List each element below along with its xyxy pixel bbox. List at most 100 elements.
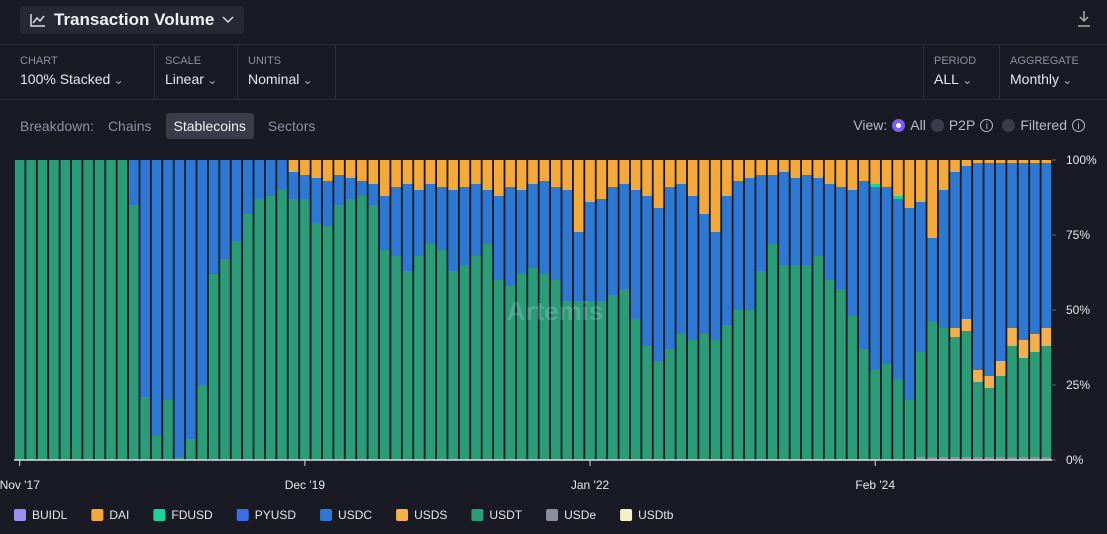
bar-segment — [859, 160, 869, 181]
bar-segment — [630, 190, 641, 319]
bar-segment — [505, 187, 515, 286]
download-icon[interactable] — [1077, 10, 1091, 28]
bar-segment — [904, 208, 915, 400]
bar-segment — [916, 352, 926, 457]
bar-segment — [220, 259, 230, 460]
control[interactable]: PERIOD ALL — [923, 45, 1000, 99]
x-tick-label: Jan '22 — [571, 478, 610, 492]
bar-segment — [950, 328, 960, 337]
info-icon[interactable]: i — [980, 118, 994, 132]
bar-segment — [585, 301, 595, 460]
bar-segment — [471, 160, 481, 184]
bar-segment — [984, 163, 995, 376]
bar-segment — [402, 160, 413, 184]
bar-segment — [83, 160, 93, 460]
control[interactable]: UNITS Nominal — [238, 45, 336, 99]
bar-segment — [608, 187, 618, 295]
bar-segment — [71, 160, 82, 460]
bar-segment — [379, 160, 390, 196]
bar-segment — [687, 196, 698, 340]
bar-segment — [619, 289, 630, 460]
y-tick-label: 25% — [1066, 378, 1090, 392]
bar-segment — [516, 274, 527, 460]
view-option[interactable]: Filtered — [1020, 117, 1067, 133]
bar-segment — [300, 199, 310, 460]
bar-segment — [710, 340, 721, 460]
bar-segment — [573, 160, 584, 232]
bar-segment — [916, 160, 926, 202]
control[interactable]: AGGREGATE Monthly — [1000, 45, 1107, 99]
view-option[interactable]: P2P — [948, 117, 976, 133]
bar-segment — [961, 166, 972, 319]
bar-segment — [436, 250, 447, 460]
bar-segment — [1007, 163, 1017, 328]
bar-segment — [402, 184, 413, 271]
bar-segment — [140, 397, 150, 460]
control[interactable]: CHART 100% Stacked — [10, 45, 155, 99]
bar-segment — [562, 160, 573, 190]
bar-segment — [1030, 163, 1040, 334]
bar-segment — [984, 457, 995, 460]
view-label: View: — [853, 117, 888, 133]
legend-swatch — [320, 509, 333, 521]
bar-segment — [368, 160, 379, 184]
bar-segment — [551, 187, 561, 280]
bar-segment — [847, 316, 858, 460]
breakdown-option[interactable]: Chains — [107, 118, 152, 134]
bar-segment — [345, 199, 356, 460]
radio[interactable] — [892, 118, 906, 132]
bar-segment — [1030, 160, 1040, 163]
bar-segment — [288, 160, 299, 172]
breakdown-option[interactable]: Stablecoins — [165, 113, 254, 139]
bar-segment — [493, 280, 504, 460]
bar-segment — [927, 160, 938, 238]
bar-segment — [254, 199, 265, 460]
bar-segment — [357, 196, 367, 460]
bar-segment — [847, 190, 858, 316]
bar-segment — [984, 388, 995, 457]
bar-segment — [322, 226, 333, 460]
bar-segment — [813, 256, 823, 460]
bar-segment — [197, 160, 207, 385]
bar-segment — [1041, 160, 1052, 163]
legend-label: PYUSD — [255, 508, 297, 522]
bar-segment — [1018, 340, 1029, 358]
bar-segment — [539, 160, 550, 181]
bar-segment — [448, 160, 458, 190]
bar-segment — [950, 337, 960, 457]
bar-segment — [916, 202, 926, 352]
bar-segment — [368, 184, 379, 205]
bar-segment — [950, 160, 960, 172]
bar-segment — [813, 178, 823, 256]
bar-segment — [665, 349, 675, 460]
bar-segment — [596, 199, 607, 301]
radio[interactable] — [1002, 118, 1016, 132]
radio[interactable] — [930, 118, 944, 132]
info-icon[interactable]: i — [1072, 118, 1085, 132]
bar-segment — [471, 184, 481, 256]
bar-segment — [744, 178, 755, 310]
control[interactable]: SCALE Linear — [155, 45, 238, 99]
view-option[interactable]: All — [910, 117, 926, 133]
legend-swatch — [546, 509, 559, 521]
bar-segment — [836, 187, 846, 289]
bar-segment — [243, 214, 253, 460]
bar-segment — [345, 178, 356, 199]
bar-segment — [505, 286, 515, 460]
bar-segment — [710, 232, 721, 340]
bar-segment — [973, 370, 983, 382]
title-button[interactable]: Transaction Volume — [20, 6, 245, 34]
legend-swatch — [471, 509, 484, 521]
bar-segment — [436, 187, 447, 250]
bar-segment — [163, 160, 173, 400]
bar-segment — [208, 160, 219, 274]
bar-segment — [710, 160, 721, 232]
bar-segment — [653, 160, 664, 208]
legend-label: BUIDL — [32, 508, 68, 522]
bar-segment — [425, 184, 436, 244]
bar-segment — [186, 160, 196, 439]
legend-label: USDC — [338, 508, 372, 522]
breakdown-option[interactable]: Sectors — [267, 118, 316, 134]
bar-segment — [379, 250, 390, 460]
